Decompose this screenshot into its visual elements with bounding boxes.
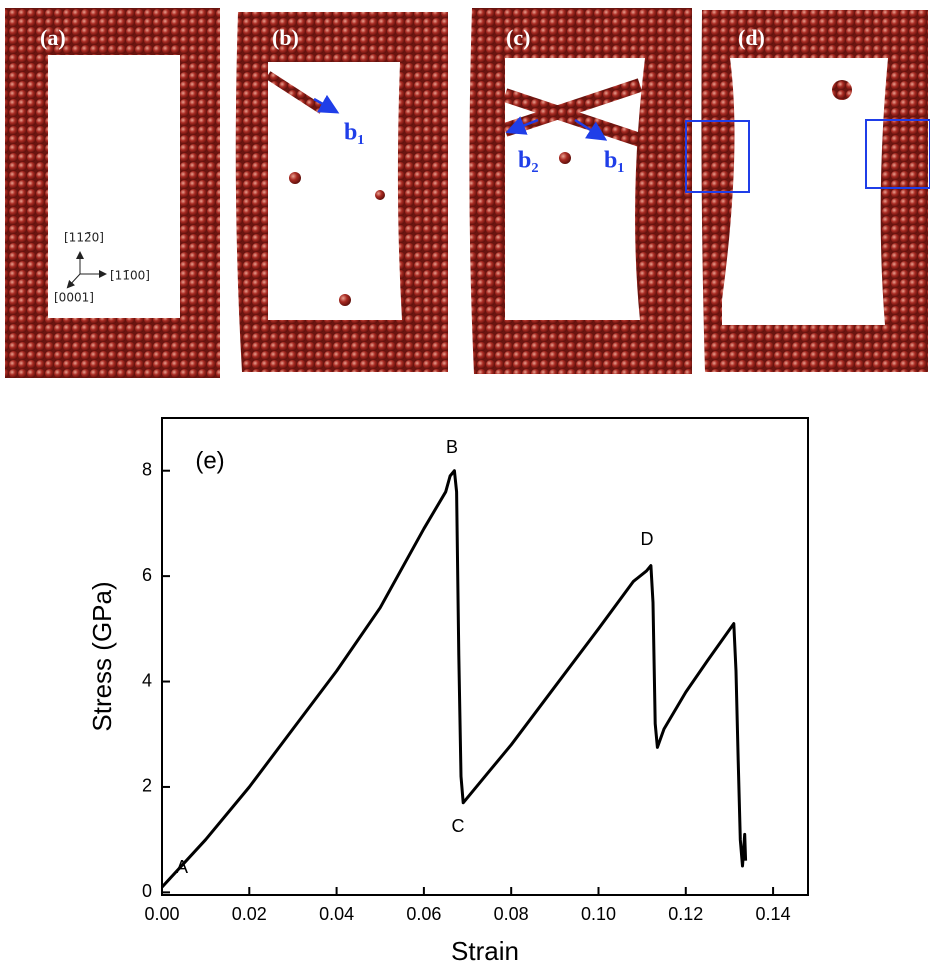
x-tick-label: 0.02: [232, 904, 267, 924]
x-tick-label: 0.04: [319, 904, 354, 924]
panel-label: (b): [272, 25, 299, 50]
y-tick-label: 0: [142, 881, 152, 901]
plot-frame: [161, 417, 809, 896]
panel-d: [685, 10, 930, 372]
annotation: D: [641, 529, 654, 549]
burgers-label: b₂: [518, 148, 539, 174]
panel-c: [469, 8, 692, 374]
panel-a: [5, 8, 220, 378]
annotation: A: [176, 857, 188, 877]
y-tick-label: 6: [142, 565, 152, 585]
annotation: B: [446, 437, 458, 457]
burgers-label: b₁: [604, 148, 625, 174]
annotation: (e): [195, 447, 224, 474]
stress-curve: [160, 469, 748, 889]
y-tick-label: 2: [142, 776, 152, 796]
y-tick-label: 4: [142, 670, 152, 690]
x-tick-label: 0.00: [144, 904, 179, 924]
burgers-label: b₁: [344, 120, 365, 146]
panel-b: [235, 12, 448, 372]
annotation: C: [452, 816, 465, 836]
x-tick-label: 0.10: [581, 904, 616, 924]
axis-label: [112̄0]: [64, 231, 104, 245]
x-tick-label: 0.06: [406, 904, 441, 924]
x-axis-title: Strain: [451, 936, 519, 966]
y-tick-label: 8: [142, 459, 152, 479]
x-tick-label: 0.14: [756, 904, 791, 924]
axis-arrow: [66, 273, 81, 289]
x-tick-label: 0.12: [668, 904, 703, 924]
axis-label: [0001]: [54, 291, 94, 305]
panel-label: (a): [40, 25, 66, 50]
axis-label: [11̄00]: [110, 269, 150, 283]
x-tick-label: 0.08: [494, 904, 529, 924]
panel-label: (d): [738, 25, 765, 50]
panel-label: (c): [506, 25, 530, 50]
y-axis-title: Stress (GPa): [87, 581, 117, 731]
